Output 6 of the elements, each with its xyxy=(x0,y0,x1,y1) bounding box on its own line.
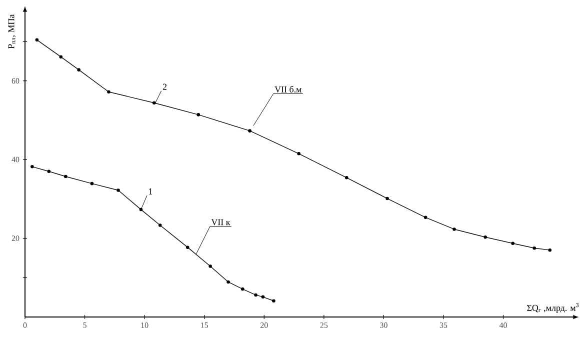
y-axis-title: P$_{пл}$, МПа xyxy=(8,14,16,49)
annotation: 2 xyxy=(162,84,167,90)
annotation: VII б.м xyxy=(274,86,302,93)
annotation: VII к xyxy=(211,219,230,226)
annotation: 1 xyxy=(148,188,152,194)
x-axis-title: ΣQ$_{г}$ ,млрд. м$^{3}$ xyxy=(527,303,579,313)
